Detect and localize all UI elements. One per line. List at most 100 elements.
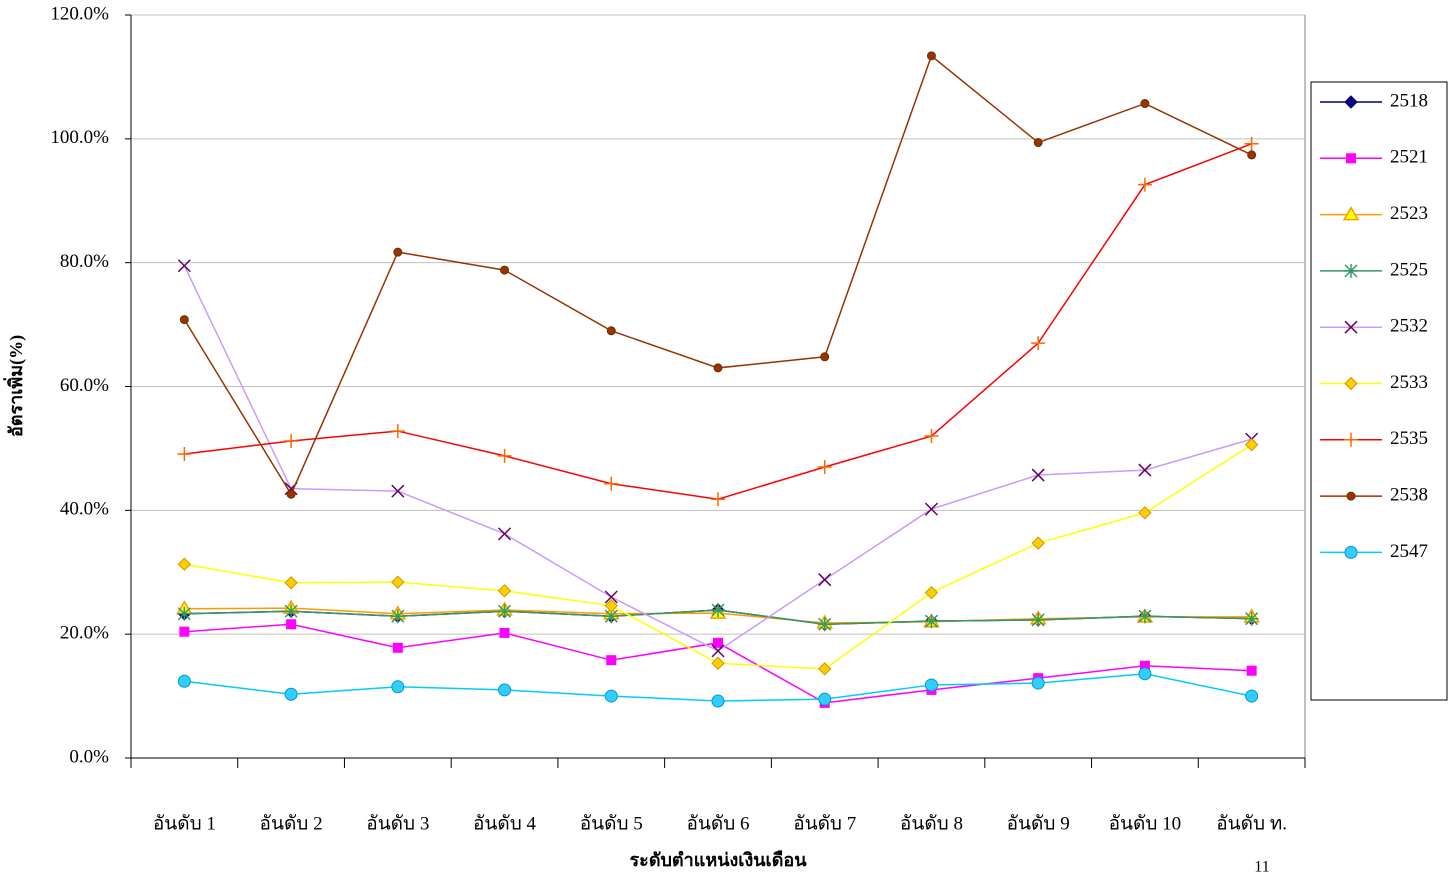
legend-marker bbox=[1344, 545, 1358, 559]
marker bbox=[284, 687, 298, 701]
marker bbox=[390, 609, 405, 624]
x-tick-label: อันดับ 8 bbox=[900, 813, 963, 834]
marker bbox=[604, 689, 618, 703]
marker bbox=[711, 694, 725, 708]
marker bbox=[286, 489, 296, 499]
marker bbox=[497, 604, 512, 619]
legend-label: 2532 bbox=[1390, 316, 1428, 337]
x-axis-title: ระดับตำแหน่งเงินเดือน bbox=[629, 850, 807, 870]
page-number: 11 bbox=[1254, 859, 1269, 876]
marker bbox=[284, 433, 299, 448]
legend-label: 2521 bbox=[1390, 147, 1428, 168]
legend-label: 2518 bbox=[1390, 90, 1428, 111]
y-tick-label: 0.0% bbox=[69, 746, 109, 767]
marker bbox=[1244, 611, 1259, 626]
series-line bbox=[183, 265, 1252, 652]
legend-marker bbox=[1346, 153, 1356, 164]
marker bbox=[1139, 660, 1150, 671]
marker bbox=[711, 656, 725, 670]
x-tick-label: อันดับ 4 bbox=[473, 813, 537, 834]
marker bbox=[818, 662, 832, 676]
y-tick-label: 80.0% bbox=[60, 251, 109, 272]
series-line bbox=[184, 444, 1253, 670]
x-tick-label: อันดับ 7 bbox=[793, 813, 856, 834]
marker bbox=[1245, 689, 1259, 703]
x-tick-label: อันดับ 2 bbox=[260, 813, 323, 834]
marker bbox=[1138, 463, 1152, 477]
marker bbox=[604, 476, 619, 491]
series-line bbox=[184, 143, 1252, 500]
marker bbox=[499, 627, 510, 638]
legend-marker bbox=[1342, 206, 1360, 221]
series bbox=[177, 259, 1259, 658]
x-tick-label: อันดับ 3 bbox=[366, 813, 429, 834]
x-tick-label: อันดับ ท. bbox=[1216, 813, 1287, 834]
marker bbox=[393, 247, 403, 257]
y-tick-label: 20.0% bbox=[60, 623, 109, 644]
marker bbox=[1137, 609, 1152, 624]
x-tick-label: อันดับ 1 bbox=[153, 813, 216, 834]
legend-marker bbox=[1346, 491, 1356, 501]
series-line bbox=[183, 54, 1252, 496]
legend-label: 2535 bbox=[1390, 428, 1428, 449]
legend-label: 2525 bbox=[1390, 259, 1428, 280]
x-tick-label: อันดับ 5 bbox=[580, 813, 643, 834]
marker bbox=[391, 484, 405, 498]
marker bbox=[177, 259, 191, 273]
series bbox=[177, 667, 1259, 708]
marker bbox=[1031, 612, 1046, 627]
marker bbox=[1031, 536, 1045, 550]
marker bbox=[179, 315, 189, 325]
marker bbox=[820, 352, 830, 362]
marker bbox=[390, 424, 405, 439]
marker bbox=[392, 642, 403, 653]
marker bbox=[924, 429, 939, 444]
marker bbox=[818, 692, 832, 706]
y-tick-label: 40.0% bbox=[60, 499, 109, 520]
marker bbox=[1033, 138, 1043, 148]
legend-label: 2533 bbox=[1390, 372, 1428, 393]
x-tick-label: อันดับ 9 bbox=[1007, 813, 1070, 834]
marker bbox=[604, 590, 618, 604]
series bbox=[177, 136, 1259, 507]
marker bbox=[1247, 150, 1257, 160]
marker bbox=[818, 573, 832, 587]
marker bbox=[924, 614, 939, 629]
legend-marker bbox=[1344, 376, 1358, 391]
marker bbox=[177, 606, 192, 621]
marker bbox=[711, 492, 725, 507]
marker bbox=[497, 584, 512, 598]
legend-label: 2523 bbox=[1390, 203, 1428, 224]
marker bbox=[924, 678, 938, 692]
x-tick-label: อันดับ 6 bbox=[686, 813, 749, 834]
marker bbox=[1031, 336, 1046, 351]
marker bbox=[1244, 437, 1259, 452]
y-axis-title: อัตราเพิ่ม(%) bbox=[3, 335, 27, 437]
marker bbox=[497, 448, 512, 463]
legend-marker bbox=[1344, 263, 1358, 278]
marker bbox=[817, 617, 832, 632]
marker bbox=[391, 680, 405, 694]
marker bbox=[924, 585, 939, 600]
marker bbox=[926, 51, 936, 61]
marker bbox=[284, 576, 298, 590]
marker bbox=[604, 609, 619, 624]
marker bbox=[1246, 665, 1257, 676]
marker bbox=[1137, 177, 1152, 192]
marker bbox=[284, 604, 299, 619]
series bbox=[177, 437, 1259, 676]
marker bbox=[1140, 99, 1150, 109]
marker bbox=[924, 502, 938, 516]
marker bbox=[606, 326, 616, 336]
marker bbox=[177, 446, 192, 461]
marker bbox=[177, 557, 192, 571]
series bbox=[179, 51, 1257, 499]
marker bbox=[498, 683, 512, 697]
series bbox=[177, 603, 1259, 632]
legend-label: 2547 bbox=[1390, 541, 1428, 562]
marker bbox=[1138, 506, 1152, 520]
marker bbox=[179, 626, 190, 637]
marker bbox=[1031, 676, 1045, 690]
